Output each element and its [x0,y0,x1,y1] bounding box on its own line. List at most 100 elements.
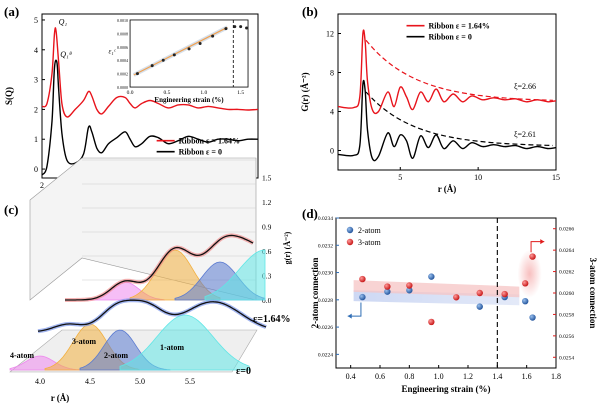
z-axis-label: g(r) (Å⁻²) [283,231,292,264]
data-point-2-atom [384,288,391,295]
y-tick-label: 4 [330,108,334,117]
data-point-2-atom [529,314,536,321]
x-tick-label: 5 [398,173,402,182]
x-tick-label: 2 [40,181,44,190]
y-tick-label: 8 [330,69,334,78]
axis-arrowhead-right [540,239,545,245]
data-point-3-atom [501,290,508,298]
y-tick-label-right: 0.0266 [559,227,574,233]
x-tick-label: 1.8 [551,372,561,381]
component-label: 4-atom [10,351,34,360]
decay-envelope [365,39,553,101]
legend-marker [346,238,354,246]
inset-point [161,58,165,62]
inset-y-tick-label: 0.0006 [117,45,128,50]
y-tick-label: 2 [34,105,38,114]
y-tick-label: 12 [326,30,334,39]
inset-point [245,26,249,30]
inset-y-tick-label: 0.0010 [117,18,128,23]
panel-label: (a) [4,4,19,19]
x-tick-label: 1.4 [492,372,502,381]
y-tick-label: 1 [34,135,38,144]
y-tick-label: 0 [34,165,38,174]
x-tick-label: 5.0 [135,377,145,386]
legend-label: 3-atom [358,238,381,247]
envelope-line [64,234,254,301]
z-tick-label: 1.2 [262,198,272,207]
series-line-0 [337,29,557,115]
inset-point [150,64,154,68]
panel-c: (c) 0.0 0.3 0.6 0.9 1.2 1.5 g(r) (Å⁻²) 4-atom 3-a… [4,157,292,403]
data-point-3-atom [453,294,460,301]
layer-label: ε=1.64% [253,314,290,325]
y-tick-label: 3 [34,76,38,85]
panel-b: (b) 5 10 15 0 4 8 12 r (Å) G(r) (Å⁻²) ξ=2.66 ξ=2.61… [300,4,560,194]
z-tick-label: 0.0 [262,296,272,305]
data-point-2-atom [522,297,529,305]
x-axis-label: r (Å) [438,184,457,194]
legend-label: Ribbon ε = 1.64% [429,22,490,31]
data-point-2-atom [359,293,366,301]
inset-point [135,72,139,76]
x-axis-label: Engineering strain (%) [402,384,491,394]
layer-label: ε=0 [236,366,251,377]
legend-label: 2-atom [358,226,381,235]
inset-point [211,34,215,38]
component-label: 1-atom [160,343,184,352]
inset-x-tick-label: 0.0 [127,90,134,96]
inset-y-tick-label: 0.0002 [117,72,128,77]
annotation: ξ=2.61 [514,130,536,139]
panel-label: (d) [302,206,318,221]
y-tick-label-left: 0.0226 [318,325,333,331]
x-tick-label: 15 [552,173,560,182]
data-point-3-atom [476,289,483,297]
y-axis-label: G(r) (Å⁻²) [300,72,310,111]
plot-frame [337,13,557,171]
inset-y-tick-label: 0.0004 [117,58,128,63]
legend-marker [346,226,354,234]
inset-point [224,27,228,31]
x-tick-label: 4.5 [85,377,95,386]
component-label: 3-atom [72,337,96,346]
inset-x-label: Engineering strain (%) [154,96,224,104]
panel-d: (d) 0.4 0.6 0.8 1.0 1.2 1.4 1.6 1.8 0.0224 0.0226 0… [302,206,598,394]
x-tick-label: 1.2 [463,372,473,381]
y-tick-label: 4 [34,46,38,55]
data-point-2-atom [428,273,435,280]
data-point-3-atom [529,253,536,260]
series-line-1 [337,79,557,162]
inset-point [239,25,243,29]
z-tick-label: 0.6 [262,247,272,256]
component-peak-front [119,314,251,371]
x-tick-label: 0.6 [375,372,385,381]
panel-a: (a)2468101214012345Q (Å⁻¹)S(Q)Q₁Q₁ᶿRibbo… [4,4,259,202]
legend-label: Ribbon ε = 0 [429,33,472,42]
legend-label: Ribbon ε = 1.64% [179,137,240,146]
data-point-3-atom [384,283,391,290]
panel-label: (c) [4,202,18,217]
y-tick-label-right: 0.0254 [559,355,574,361]
axis-arrow-left [347,302,362,317]
y-tick-label-right: 0.0260 [559,291,574,297]
peak-label: Q₁ᶿ [60,50,72,59]
data-point-3-atom [359,275,366,283]
y-tick-label-left: 0.0224 [318,352,333,358]
data-point-3-atom [522,280,529,287]
inset-point [198,41,202,45]
x-tick-label: 4.0 [35,377,45,386]
z-tick-label: 0.9 [262,223,272,232]
y-tick-label-right: 0.0256 [559,334,574,340]
envelope-line [37,299,267,332]
inset-y-tick-label: 0.0008 [117,31,128,36]
y-tick-label-right: 0.0264 [559,248,574,254]
y-tick-label-left: 0.0232 [318,243,333,249]
y-axis-label-right: 3-atom connection [588,258,598,329]
inset-frame [129,19,249,88]
z-tick-label: 1.5 [262,174,272,183]
y-tick-label: 5 [34,16,38,25]
peak-label: Q₁ [59,17,68,26]
inset-y-label: ε₁ᶜ [109,48,117,56]
y-tick-label-right: 0.0262 [559,270,574,276]
x-tick-label: 1.6 [522,372,532,381]
y-tick-label: 0 [330,147,334,156]
